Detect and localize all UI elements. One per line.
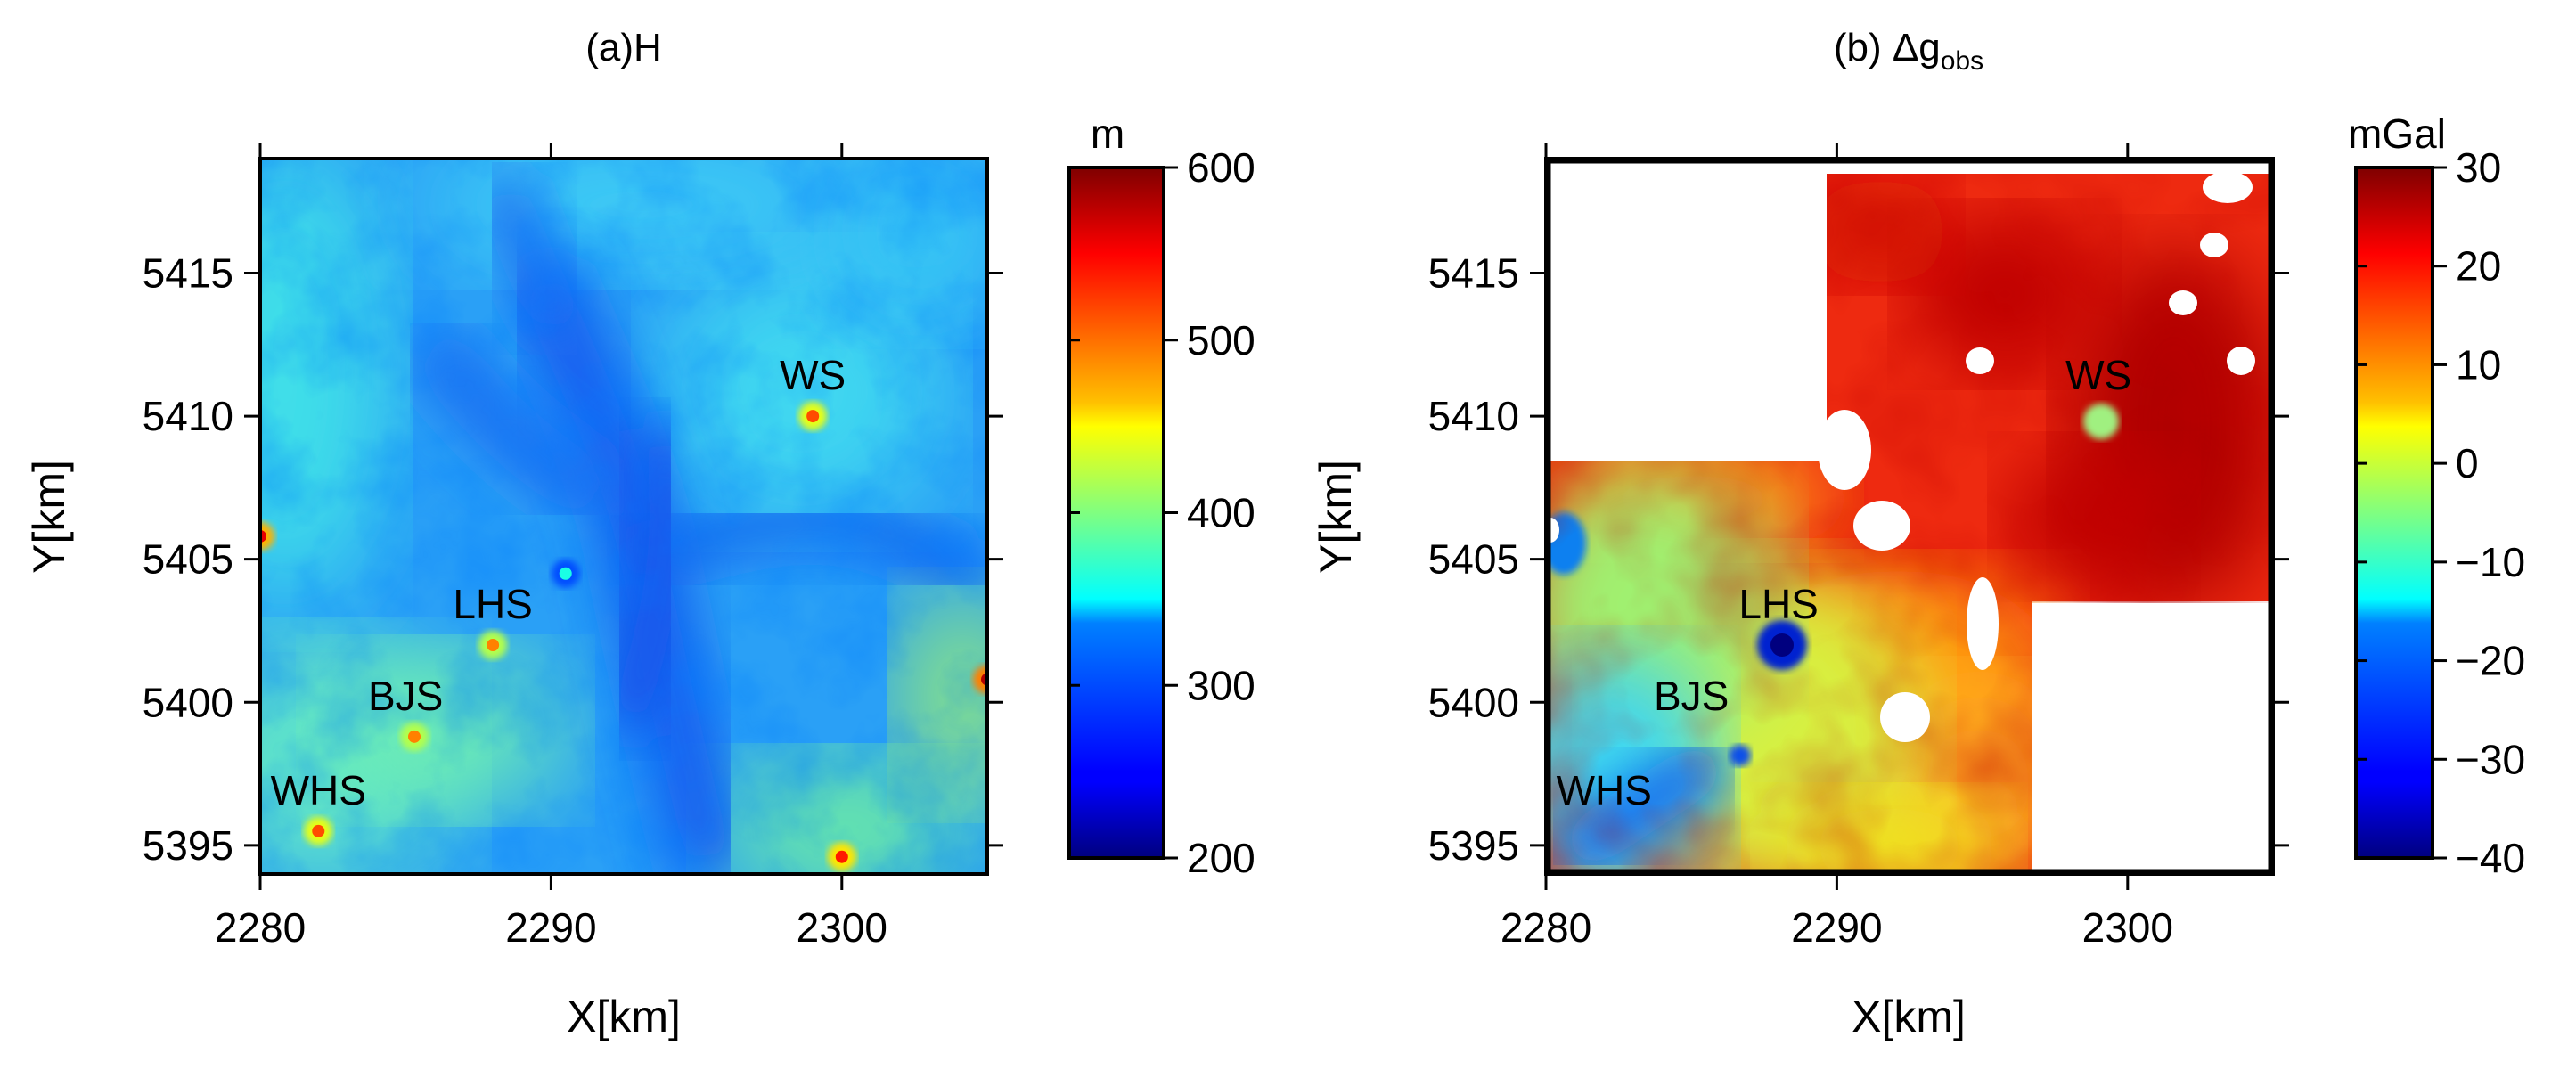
panel-a-xlabel: X[km]: [567, 992, 681, 1041]
panel-b-xlabel: X[km]: [1852, 992, 1966, 1041]
panel-b-ylabel: Y[km]: [1311, 460, 1361, 574]
peak-mark: [407, 730, 421, 743]
y-tick-label: 5410: [1428, 393, 1519, 439]
x-tick-label: 2300: [797, 904, 887, 951]
panel-a-colorbar: [1067, 166, 1165, 860]
site-label: BJS: [1654, 673, 1729, 719]
x-tick-label: 2280: [1501, 904, 1591, 951]
site-label: WS: [780, 352, 846, 398]
peak-mark: [806, 410, 820, 423]
peak-mark: [487, 639, 500, 652]
colorbar-tick-label: −40: [2456, 835, 2525, 881]
colorbar-tick-label: 400: [1187, 490, 1255, 536]
panel-a-colorbar-ticks: 200 300 400 500 600: [1069, 144, 1255, 881]
site-label: WS: [2065, 352, 2131, 398]
y-tick-label: 5395: [143, 822, 233, 869]
y-tick-label: 5415: [143, 249, 233, 296]
x-tick-label: 2280: [215, 904, 306, 951]
colorbar-tick-label: 0: [2456, 440, 2479, 486]
x-tick-label: 2290: [505, 904, 596, 951]
panel-a-ylabel: Y[km]: [24, 460, 74, 574]
panel-a-ticks: 2280 2290 2300 5395 5400 5405 5410 5415: [143, 143, 1003, 951]
colorbar-tick-label: 20: [2456, 243, 2501, 290]
panel-b: 2280 2290 2300 5395 5400 5405 5410 5415 WS LHSBJ…: [1311, 26, 2525, 1041]
y-tick-label: 5410: [143, 393, 233, 439]
panel-b-border-thick: [1544, 157, 2275, 876]
y-tick-label: 5400: [143, 679, 233, 725]
site-label: WHS: [1557, 767, 1652, 813]
site-label: LHS: [453, 581, 532, 627]
site-label: WHS: [271, 767, 366, 813]
panel-a-frame: [258, 157, 989, 876]
panel-b-title: (b) Δgobs: [1834, 26, 1983, 76]
site-label: LHS: [1738, 581, 1818, 627]
site-label: BJS: [368, 673, 443, 719]
y-tick-label: 5415: [1428, 249, 1519, 296]
panel-b-heatmap: [1546, 159, 2273, 874]
colorbar-tick-label: 300: [1187, 662, 1255, 708]
colorbar-tick-label: −20: [2456, 638, 2525, 684]
colorbar-tick-label: 200: [1187, 835, 1255, 881]
colorbar-tick-label: −10: [2456, 539, 2525, 585]
panel-a-colorbar-unit: m: [1091, 110, 1124, 157]
peak-mark: [559, 567, 572, 580]
colorbar-tick-label: −30: [2456, 736, 2525, 782]
y-tick-label: 5395: [1428, 822, 1519, 869]
panel-a: 2280 2290 2300 5395 5400 5405 5410 5415 WS LHSBJ…: [24, 26, 1255, 1041]
x-tick-label: 2290: [1791, 904, 1882, 951]
panel-b-nodata: [1546, 159, 2273, 874]
peak-halo: [260, 521, 274, 551]
y-tick-label: 5405: [1428, 536, 1519, 583]
colorbar-tick-label: 500: [1187, 317, 1255, 363]
panel-a-heatmap: [260, 159, 987, 874]
y-tick-label: 5400: [1428, 679, 1519, 725]
y-tick-label: 5405: [143, 536, 233, 583]
colorbar-tick-label: 600: [1187, 144, 1255, 191]
panel-b-colorbar: [2354, 166, 2434, 860]
panel-a-title: (a)H: [585, 26, 662, 69]
panel-b-ticks: 2280 2290 2300 5395 5400 5405 5410 5415: [1428, 143, 2289, 951]
peak-mark: [312, 824, 325, 837]
panel-b-colorbar-ticks: −40 −30 −20 −10 0 10 20 30: [2356, 144, 2525, 881]
panel-b-colorbar-unit: mGal: [2348, 110, 2446, 157]
colorbar-tick-label: 10: [2456, 341, 2501, 388]
colorbar-tick-label: 30: [2456, 144, 2501, 191]
x-tick-label: 2300: [2082, 904, 2173, 951]
peak-mark: [835, 850, 848, 863]
peak-halo: [973, 665, 987, 694]
